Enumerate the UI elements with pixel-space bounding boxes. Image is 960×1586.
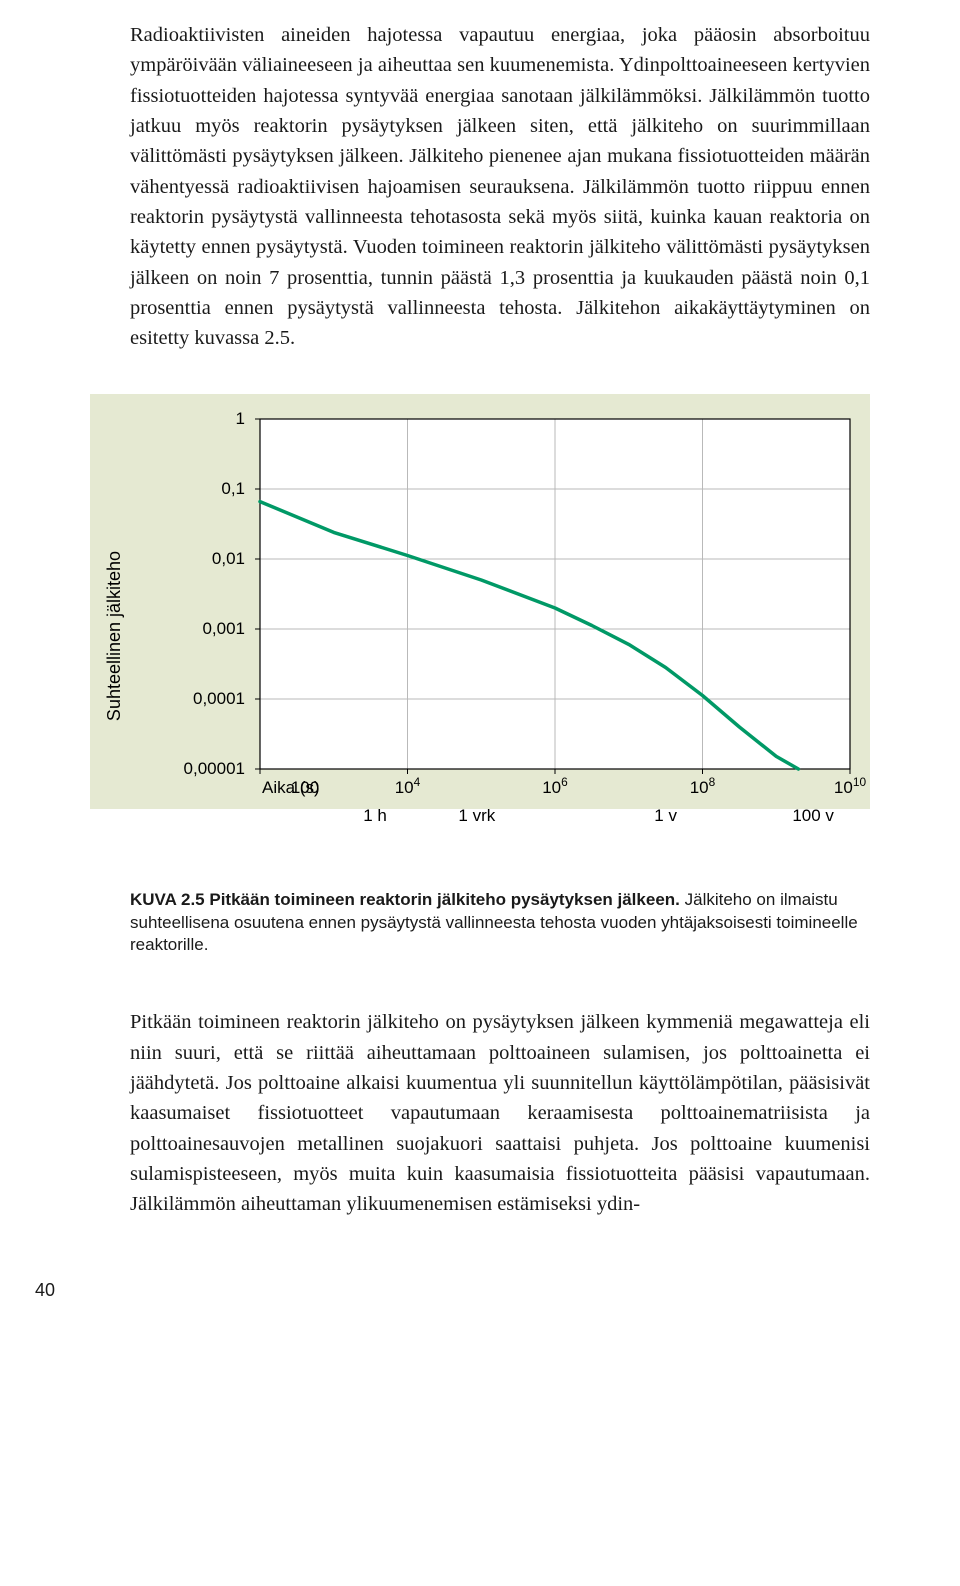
paragraph-2: Pitkään toimineen reaktorin jälkiteho on… bbox=[130, 1007, 870, 1219]
svg-text:0,0001: 0,0001 bbox=[193, 689, 245, 708]
svg-text:100 v: 100 v bbox=[792, 806, 834, 825]
svg-text:100: 100 bbox=[291, 778, 319, 797]
svg-text:0,01: 0,01 bbox=[212, 549, 245, 568]
svg-text:0,1: 0,1 bbox=[221, 479, 245, 498]
figure-caption: KUVA 2.5 Pitkään toimineen reaktorin jäl… bbox=[130, 889, 870, 958]
svg-text:1 vrk: 1 vrk bbox=[458, 806, 495, 825]
paragraph-1: Radioaktiivisten aineiden hajotessa vapa… bbox=[130, 20, 870, 354]
svg-text:1: 1 bbox=[236, 409, 245, 428]
svg-text:0,00001: 0,00001 bbox=[184, 759, 245, 778]
svg-text:Suhteellinen jälkiteho: Suhteellinen jälkiteho bbox=[104, 551, 124, 721]
decay-heat-chart: 1 0,1 0,01 0,001 0,0001 0,00001 Suhteellinen j… bbox=[90, 394, 870, 859]
caption-title: KUVA 2.5 Pitkään toimineen reaktorin jäl… bbox=[130, 890, 680, 909]
page-number: 40 bbox=[35, 1280, 870, 1301]
svg-text:1 h: 1 h bbox=[363, 806, 387, 825]
chart-svg: 1 0,1 0,01 0,001 0,0001 0,00001 Suhteellinen j… bbox=[90, 394, 870, 854]
svg-text:0,001: 0,001 bbox=[202, 619, 245, 638]
svg-text:1 v: 1 v bbox=[654, 806, 677, 825]
